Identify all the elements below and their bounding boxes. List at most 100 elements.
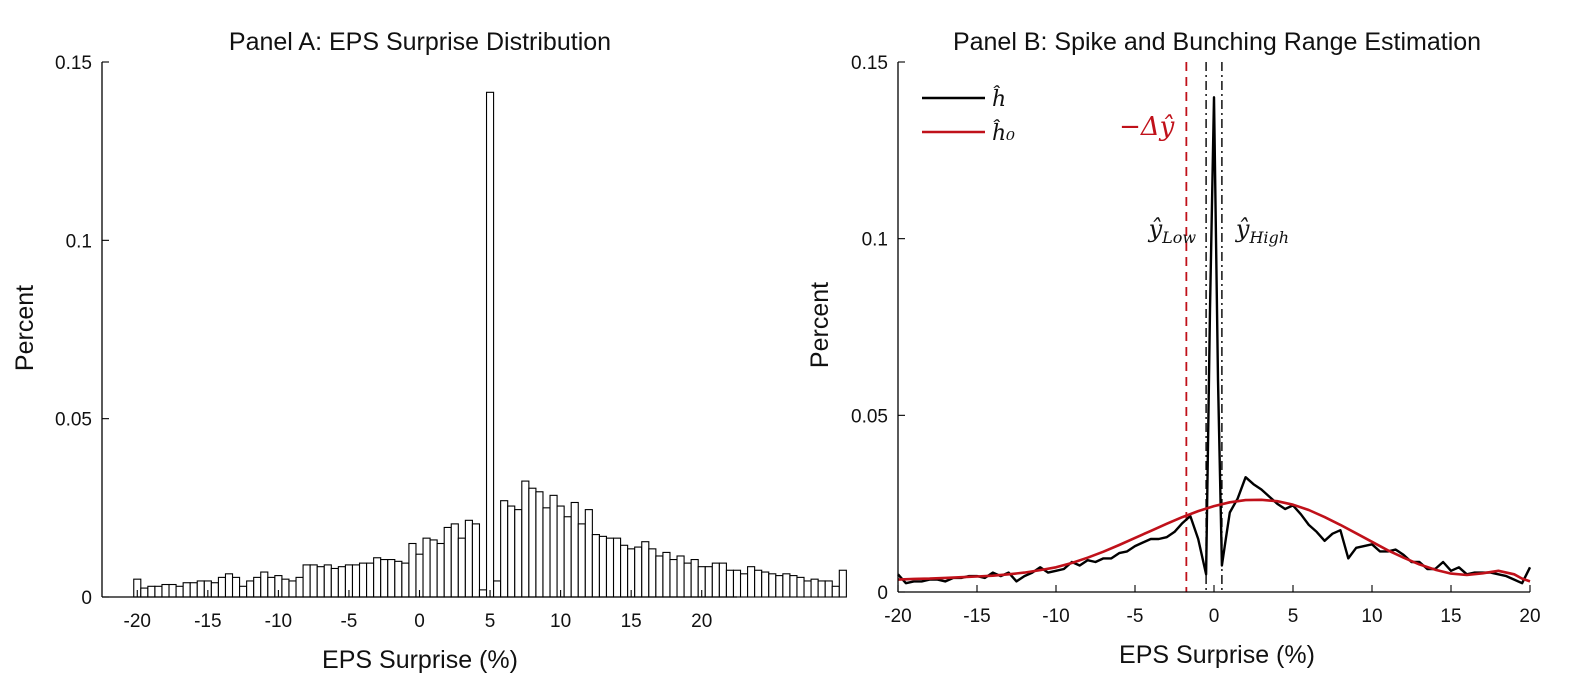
panel-b-series [897,96,1532,585]
histogram-bar [542,507,551,598]
legend-label: ĥ [992,85,1006,112]
x-tick-label: -20 [884,606,911,627]
histogram-bar [500,500,509,598]
histogram-bar [182,582,191,598]
series-h-hat-line [897,96,1532,585]
histogram-bar [366,562,375,598]
y-low-annotation: ŷLow [1148,215,1197,247]
histogram-bar [549,494,558,598]
y-tick-label: 0.15 [55,53,92,74]
x-tick-label: 10 [550,611,571,632]
panel-a-bars [133,91,847,598]
histogram-bar [732,569,742,598]
series-h0-hat-line [897,498,1531,583]
histogram-bar [464,519,473,598]
y-tick-label: 0.15 [851,53,888,74]
histogram-bar [761,571,770,598]
panel-b-annotations: −Δŷ ŷLow ŷHigh [1119,112,1289,247]
histogram-bar [690,558,699,598]
histogram-bar [175,585,184,598]
histogram-bar [789,575,798,598]
panel-a-xlabel: EPS Surprise (%) [322,646,518,674]
x-tick-label: -10 [1042,606,1069,627]
x-tick-label: 20 [691,611,712,632]
legend-label: ĥ₀ [992,119,1015,146]
histogram-bar [217,576,227,598]
histogram-bar [189,582,198,598]
histogram-bar [718,562,727,598]
histogram-bar [471,523,481,598]
histogram-bar [831,585,840,598]
histogram-bar [457,537,466,598]
histogram-bar [676,555,685,598]
histogram-bar [373,557,382,598]
y-tick-label: 0.05 [851,406,888,427]
y-tick-label: 0.05 [55,410,92,431]
histogram-bar [422,537,431,598]
x-tick-label: 20 [1519,606,1540,627]
histogram-bar [704,566,713,598]
histogram-bar [775,575,784,598]
histogram-bar [316,566,325,598]
y-tick-label: 0 [81,588,92,609]
histogram-bar [493,580,502,598]
x-tick-label: 10 [1361,606,1382,627]
y-high-annotation: ŷHigh [1235,215,1289,247]
histogram-bar [443,526,452,598]
x-tick-label: -20 [124,611,151,632]
histogram-bar [725,569,735,598]
histogram-bar [803,580,812,598]
histogram-bar [662,551,671,598]
histogram-bar [253,576,262,598]
panel-a: Panel A: EPS Surprise Distribution -20 -1… [11,28,847,674]
histogram-bar [154,585,163,598]
histogram-bar [485,91,495,598]
histogram-bar [140,587,149,598]
histogram-bar [507,505,516,598]
x-tick-label: -15 [963,606,990,627]
histogram-bar [260,571,269,598]
histogram-bar [739,573,749,598]
y-tick-label: 0 [877,583,888,604]
panel-b: Panel B: Spike and Bunching Range Estima… [806,28,1541,669]
histogram-bar [620,544,629,598]
x-tick-label: 15 [621,611,642,632]
panel-b-title: Panel B: Spike and Bunching Range Estima… [953,28,1481,56]
histogram-bar [514,509,523,598]
histogram-bar [683,562,692,598]
histogram-bar [337,566,346,598]
histogram-bar [387,558,396,598]
histogram-bar [711,562,720,598]
histogram-bar [450,523,459,598]
histogram-bar [655,555,664,598]
histogram-bar [147,585,156,598]
x-tick-label: -5 [340,611,357,632]
histogram-bar [556,505,565,598]
histogram-bar [810,578,819,598]
panel-b-axes: -20 -15 -10 -5 0 5 10 15 20 0 0.05 0.1 0.15 [851,53,1541,627]
x-tick-label: 0 [1209,606,1220,627]
histogram-bar [605,537,615,598]
panel-b-xlabel: EPS Surprise (%) [1119,641,1315,669]
y-tick-label: 0.1 [66,231,92,252]
histogram-bar [591,534,600,598]
histogram-bar [521,480,530,598]
histogram-bar [768,573,777,598]
histogram-bar [380,558,389,598]
histogram-bar [641,541,650,598]
histogram-bar [281,578,290,598]
histogram-bar [168,583,177,598]
y-tick-label: 0.1 [862,230,888,251]
histogram-bar [302,564,311,598]
histogram-bar [394,560,403,598]
histogram-bar [196,580,205,598]
histogram-bar [570,501,579,598]
histogram-bar [246,580,255,598]
histogram-bar [598,535,608,598]
histogram-bar [648,548,657,598]
x-tick-label: 0 [414,611,425,632]
histogram-bar [824,580,833,598]
histogram-bar [669,558,678,598]
histogram-bar [429,539,438,598]
